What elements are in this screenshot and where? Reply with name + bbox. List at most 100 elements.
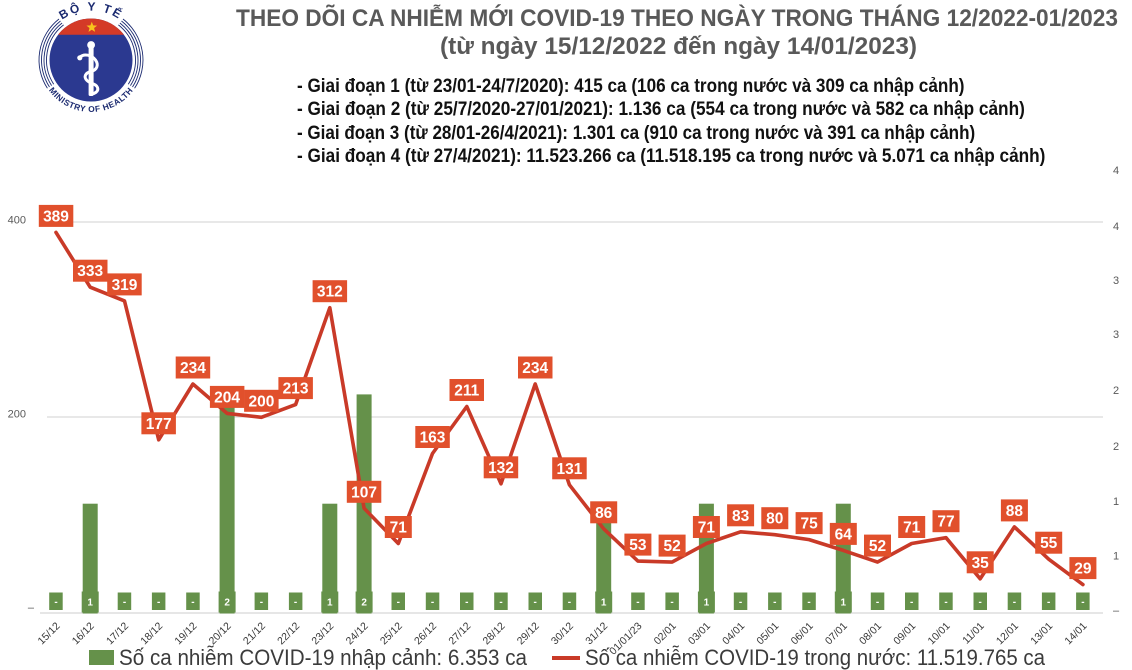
svg-text:29: 29 xyxy=(1074,561,1092,578)
svg-text:-: - xyxy=(1013,597,1016,608)
svg-text:52: 52 xyxy=(869,538,886,555)
svg-text:80: 80 xyxy=(766,511,783,528)
svg-text:21/12: 21/12 xyxy=(241,620,268,647)
svg-text:-: - xyxy=(465,597,468,608)
svg-text:1: 1 xyxy=(1113,551,1119,563)
svg-text:2: 2 xyxy=(1113,385,1119,397)
svg-text:31/12: 31/12 xyxy=(583,620,610,647)
svg-text:131: 131 xyxy=(556,461,582,478)
svg-text:10/01: 10/01 xyxy=(926,620,953,647)
svg-text:06/01: 06/01 xyxy=(789,620,816,647)
svg-text:09/01: 09/01 xyxy=(891,620,918,647)
svg-text:19/12: 19/12 xyxy=(172,620,199,647)
svg-text:-: - xyxy=(1047,597,1050,608)
svg-text:35: 35 xyxy=(972,555,990,572)
svg-text:-: - xyxy=(499,597,502,608)
svg-text:-: - xyxy=(876,597,879,608)
svg-text:2: 2 xyxy=(224,598,230,609)
svg-text:28/12: 28/12 xyxy=(481,620,508,647)
svg-text:1: 1 xyxy=(704,598,710,609)
svg-text:400: 400 xyxy=(8,214,26,226)
svg-text:1: 1 xyxy=(327,598,333,609)
svg-text:163: 163 xyxy=(420,430,446,447)
svg-text:132: 132 xyxy=(488,460,514,477)
svg-text:03/01: 03/01 xyxy=(686,620,713,647)
svg-text:-: - xyxy=(397,597,400,608)
svg-text:55: 55 xyxy=(1040,535,1058,552)
svg-text:4: 4 xyxy=(1113,165,1119,177)
svg-text:17/12: 17/12 xyxy=(104,620,131,647)
svg-text:204: 204 xyxy=(214,389,240,406)
svg-text:88: 88 xyxy=(1006,503,1024,520)
svg-text:1: 1 xyxy=(1113,496,1119,508)
svg-text:23/12: 23/12 xyxy=(309,620,336,647)
svg-text:05/01: 05/01 xyxy=(754,620,781,647)
svg-text:26/12: 26/12 xyxy=(412,620,439,647)
svg-text:107: 107 xyxy=(351,484,377,501)
svg-text:-: - xyxy=(910,597,913,608)
svg-text:-: - xyxy=(636,597,639,608)
svg-text:-: - xyxy=(568,597,571,608)
svg-text:25/12: 25/12 xyxy=(378,620,405,647)
svg-text:-: - xyxy=(260,597,263,608)
svg-text:-: - xyxy=(979,597,982,608)
svg-text:53: 53 xyxy=(629,537,647,554)
svg-text:-: - xyxy=(1081,597,1084,608)
svg-text:211: 211 xyxy=(454,383,479,400)
svg-text:2: 2 xyxy=(361,598,367,609)
svg-text:3: 3 xyxy=(1113,329,1119,341)
svg-text:200: 200 xyxy=(248,393,274,410)
svg-text:234: 234 xyxy=(522,360,548,377)
svg-text:177: 177 xyxy=(146,416,172,433)
svg-text:–: – xyxy=(28,602,35,614)
svg-text:-: - xyxy=(157,597,160,608)
svg-text:213: 213 xyxy=(283,381,309,398)
svg-text:-: - xyxy=(191,597,194,608)
svg-text:312: 312 xyxy=(317,284,343,301)
svg-text:71: 71 xyxy=(390,520,408,537)
svg-text:234: 234 xyxy=(180,360,206,377)
svg-text:12/01: 12/01 xyxy=(994,620,1021,647)
svg-text:-: - xyxy=(944,597,947,608)
svg-text:27/12: 27/12 xyxy=(446,620,473,647)
svg-text:-: - xyxy=(54,597,57,608)
svg-text:11/01: 11/01 xyxy=(960,620,987,647)
svg-text:24/12: 24/12 xyxy=(344,620,371,647)
svg-text:-: - xyxy=(123,597,126,608)
svg-text:14/01: 14/01 xyxy=(1062,620,1089,647)
svg-text:1: 1 xyxy=(601,598,607,609)
svg-text:83: 83 xyxy=(732,508,750,525)
svg-text:1: 1 xyxy=(87,598,93,609)
svg-text:389: 389 xyxy=(43,208,69,225)
svg-text:02/01: 02/01 xyxy=(652,620,679,647)
svg-text:18/12: 18/12 xyxy=(138,620,165,647)
svg-text:22/12: 22/12 xyxy=(275,620,302,647)
svg-text:16/12: 16/12 xyxy=(70,620,97,647)
svg-text:–: – xyxy=(1113,605,1120,617)
svg-text:29/12: 29/12 xyxy=(515,620,542,647)
svg-text:2: 2 xyxy=(1113,441,1119,453)
svg-text:-: - xyxy=(294,597,297,608)
svg-text:86: 86 xyxy=(595,505,613,522)
svg-text:52: 52 xyxy=(663,538,680,555)
svg-text:-: - xyxy=(739,597,742,608)
svg-text:333: 333 xyxy=(77,263,103,280)
svg-text:1: 1 xyxy=(841,598,847,609)
svg-text:77: 77 xyxy=(937,514,954,531)
svg-text:04/01: 04/01 xyxy=(720,620,747,647)
svg-text:13/01: 13/01 xyxy=(1028,620,1055,647)
svg-text:30/12: 30/12 xyxy=(549,620,576,647)
svg-text:-: - xyxy=(807,597,810,608)
svg-text:-: - xyxy=(773,597,776,608)
svg-text:319: 319 xyxy=(112,277,138,294)
svg-text:200: 200 xyxy=(8,409,26,421)
svg-text:08/01: 08/01 xyxy=(857,620,884,647)
svg-text:15/12: 15/12 xyxy=(36,620,63,647)
svg-text:75: 75 xyxy=(800,516,818,533)
svg-text:64: 64 xyxy=(835,526,853,543)
svg-text:71: 71 xyxy=(903,520,921,537)
svg-text:-: - xyxy=(534,597,537,608)
svg-text:07/01: 07/01 xyxy=(823,620,850,647)
svg-text:4: 4 xyxy=(1113,221,1119,233)
svg-text:71: 71 xyxy=(698,520,716,537)
